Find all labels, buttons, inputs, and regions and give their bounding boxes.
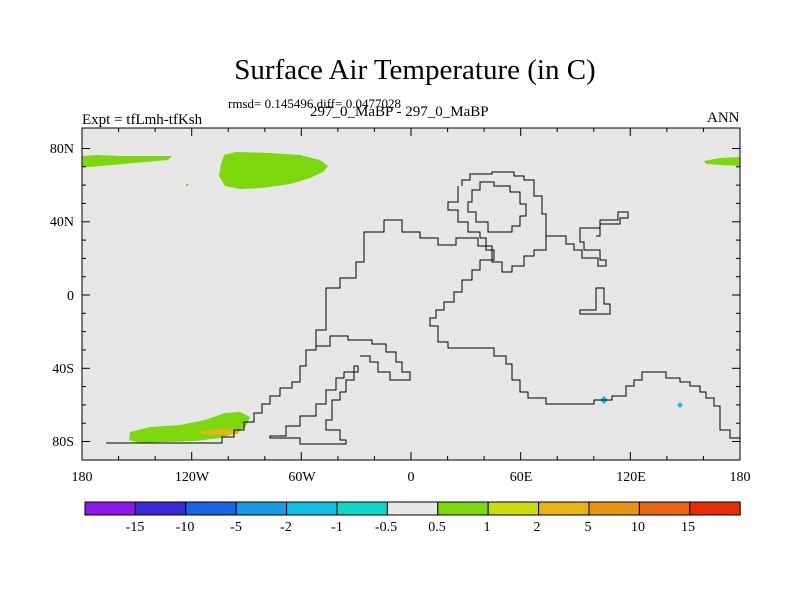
- coastline-inner-arc: [467, 181, 527, 233]
- colorbar-box: [235, 501, 288, 516]
- colorbar-label: -15: [126, 520, 145, 535]
- lon-axis-labels: 180 120W 60W 0 60E 120E 180: [72, 470, 751, 485]
- map-ocean: [82, 128, 740, 460]
- colorbar-labels: -15 -10 -5 -2 -1 -0.5 0.5 1 2 5 10 15: [126, 520, 695, 535]
- colorbar-box: [134, 501, 187, 516]
- colorbar-label: 15: [681, 520, 695, 535]
- lon-tick-label: 0: [408, 470, 415, 485]
- experiment-label: Expt = tfLmh-tfKsh: [82, 112, 203, 128]
- region-arctic-east: [704, 157, 740, 166]
- coastline-north-hump: [461, 171, 547, 236]
- lon-tick-label: 60W: [288, 470, 316, 485]
- colorbar-label: 2: [534, 520, 541, 535]
- lon-tick-label: 180: [730, 470, 751, 485]
- comparison-label: 297_0_MaBP - 297_0_MaBP: [310, 104, 489, 120]
- colorbar-label: -2: [280, 520, 292, 535]
- colorbar-label: -0.5: [375, 520, 397, 535]
- coastline-asia-loop: [429, 186, 740, 439]
- colorbar-box: [437, 501, 489, 516]
- colorbar-box: [538, 501, 590, 516]
- colorbar-label: 0.5: [428, 520, 446, 535]
- coastline-upper-peninsula: [316, 335, 411, 381]
- lat-tick-label: 80S: [52, 435, 74, 450]
- colorbar-label: -10: [176, 520, 195, 535]
- lon-tick-label: 180: [72, 470, 93, 485]
- lat-tick-label: 40S: [52, 362, 74, 377]
- colorbar-box: [638, 501, 691, 516]
- plot-stats: rmsd= 0.145496 diff= 0.0477028: [228, 96, 401, 111]
- region-warm-core: [200, 429, 240, 435]
- region-arctic-central: [219, 152, 328, 189]
- lat-axis-labels: 80N 40N 0 40S 80S: [50, 142, 74, 450]
- region-southern-ocean: [129, 412, 250, 443]
- colorbar-box: [386, 501, 439, 516]
- coastlines: [106, 171, 740, 445]
- colorbar-label: -5: [230, 520, 242, 535]
- colorbar-box: [689, 501, 741, 516]
- colorbar-label: -1: [331, 520, 343, 535]
- colorbar-box: [588, 501, 640, 516]
- coastline-main: [106, 211, 629, 444]
- colorbar-label: 10: [631, 520, 645, 535]
- region-small-dot: [186, 184, 188, 186]
- colorbar-label: 5: [585, 520, 592, 535]
- colorbar-box: [185, 501, 237, 516]
- plot-title: Surface Air Temperature (in C): [234, 54, 596, 86]
- colorbar: [84, 501, 741, 516]
- colorbar-box: [487, 501, 540, 516]
- period-label: ANN: [707, 110, 740, 126]
- lon-tick-label: 60E: [510, 470, 533, 485]
- region-arctic-west: [82, 155, 172, 167]
- lon-tick-label: 120W: [175, 470, 210, 485]
- coastline-peninsula: [269, 365, 359, 445]
- tick-marks: [81, 128, 741, 460]
- anomaly-regions: [82, 152, 740, 443]
- colorbar-box: [286, 501, 338, 516]
- region-cool-dot-2: [677, 402, 683, 408]
- lat-tick-label: 80N: [50, 142, 74, 157]
- lat-tick-label: 0: [67, 289, 74, 304]
- colorbar-label: 1: [484, 520, 491, 535]
- colorbar-box: [84, 501, 136, 516]
- lon-tick-label: 120E: [616, 470, 646, 485]
- coastline-island: [579, 287, 611, 315]
- lat-tick-label: 40N: [50, 215, 74, 230]
- colorbar-box: [336, 501, 388, 516]
